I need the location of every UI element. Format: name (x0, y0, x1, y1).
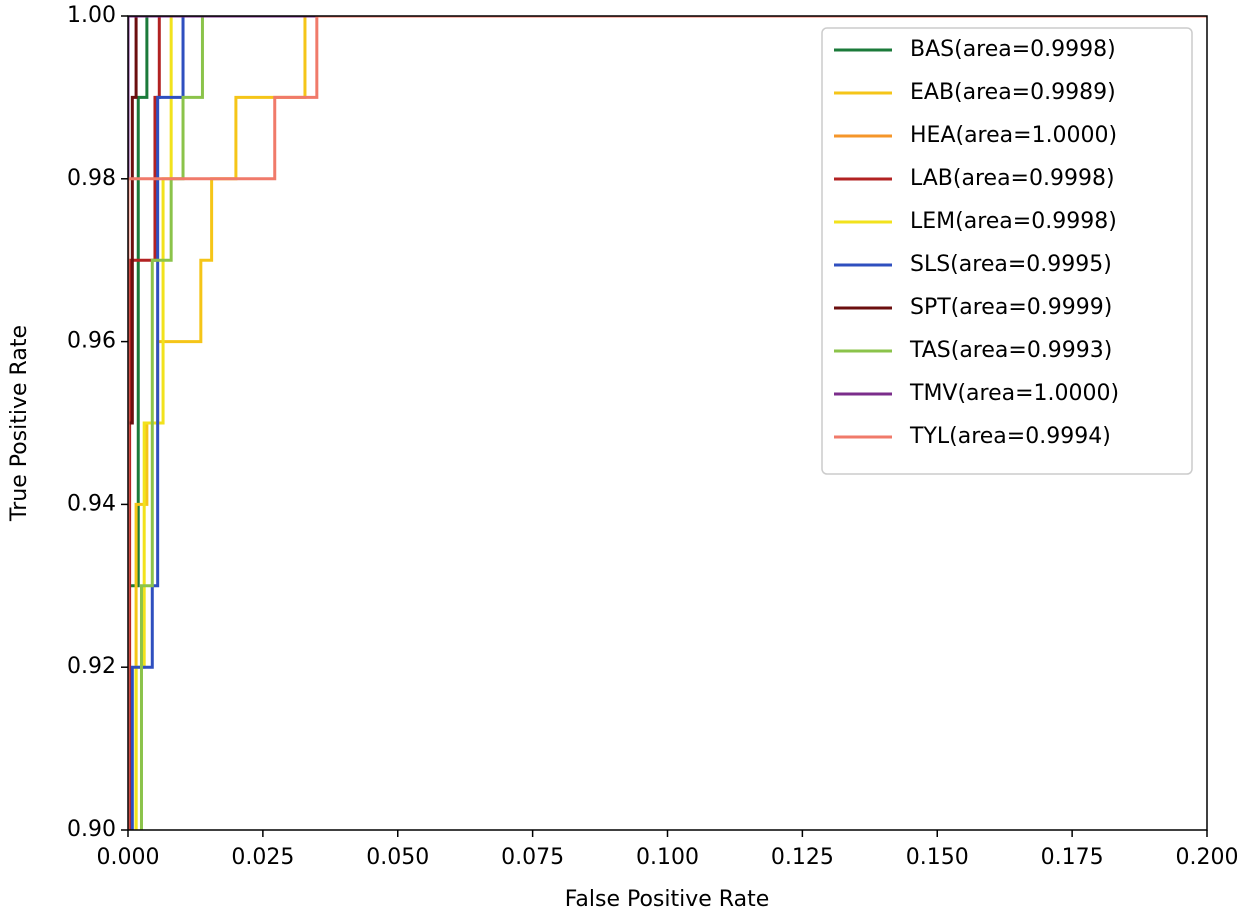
legend-label: HEA(area=1.0000) (910, 123, 1117, 148)
roc-line (128, 16, 1207, 830)
y-tick-label: 0.92 (67, 654, 116, 679)
x-tick-label: 0.000 (97, 845, 160, 870)
legend-label: TMV(area=1.0000) (909, 381, 1119, 406)
plot-lines (128, 16, 1207, 830)
y-tick-label: 0.94 (67, 491, 116, 516)
x-tick-label: 0.025 (231, 845, 294, 870)
roc-line (128, 16, 1207, 830)
y-axis-label: True Positive Rate (7, 325, 32, 522)
legend-label: LEM(area=0.9998) (910, 209, 1117, 234)
legend-box (821, 27, 1193, 475)
y-tick-label: 0.96 (67, 329, 116, 354)
y-tick-label: 1.00 (67, 3, 116, 28)
y-tick-label: 0.90 (67, 817, 116, 842)
x-tick-label: 0.125 (771, 845, 834, 870)
roc-line (128, 16, 1207, 830)
x-tick-label: 0.100 (636, 845, 699, 870)
legend-label: EAB(area=0.9989) (910, 80, 1116, 105)
x-tick-label: 0.175 (1041, 845, 1104, 870)
roc-line (130, 16, 1207, 830)
legend-label: LAB(area=0.9998) (910, 166, 1115, 191)
roc-line (128, 16, 1207, 830)
y-tick-label: 0.98 (67, 166, 116, 191)
legend-label: SLS(area=0.9995) (910, 252, 1112, 277)
x-tick-label: 0.075 (501, 845, 564, 870)
legend-label: TAS(area=0.9993) (909, 338, 1112, 363)
legend-label: TYL(area=0.9994) (909, 424, 1111, 449)
x-tick-label: 0.200 (1176, 845, 1239, 870)
legend-label: SPT(area=0.9999) (910, 295, 1112, 320)
legend-label: BAS(area=0.9998) (910, 37, 1116, 62)
x-tick-label: 0.050 (366, 845, 429, 870)
x-tick-label: 0.150 (906, 845, 969, 870)
plot-frame (127, 15, 1208, 831)
x-axis-label: False Positive Rate (565, 887, 769, 912)
